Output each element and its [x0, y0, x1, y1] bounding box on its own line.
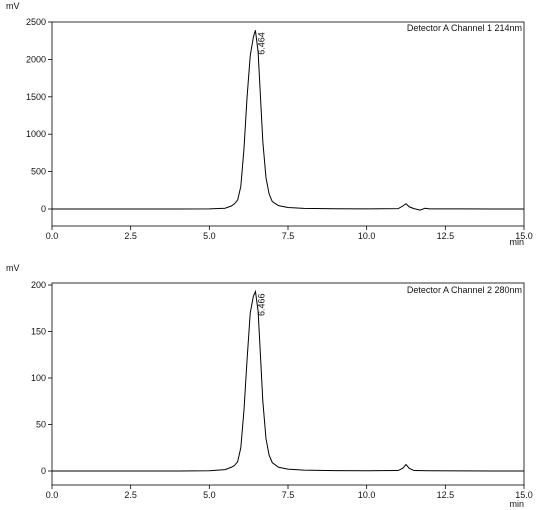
y-axis-unit-label: mV [6, 1, 20, 11]
chromatogram-trace [52, 289, 524, 472]
y-tick-label: 2500 [26, 17, 46, 27]
x-axis-unit-label: min [509, 237, 524, 247]
x-tick-label: 10.0 [358, 231, 376, 241]
x-tick-label: 5.0 [203, 490, 216, 500]
plot-frame [51, 21, 525, 227]
chromatogram-panel-214nm: mV min Detector A Channel 1 214nm 0 500 10… [6, 1, 533, 247]
x-tick-label: 12.5 [437, 490, 455, 500]
x-tick-label: 2.5 [124, 490, 137, 500]
x-axis-unit-label: min [509, 499, 524, 509]
plot-frame [51, 282, 525, 486]
x-tick-label: 0.0 [46, 490, 59, 500]
x-tick-label: 15.0 [515, 490, 533, 500]
x-tick-label: 12.5 [437, 231, 455, 241]
y-axis-ticks: 0 500 1000 1500 2000 2500 [26, 17, 52, 214]
y-tick-label: 0 [41, 204, 46, 214]
y-tick-label: 200 [31, 280, 46, 290]
y-tick-label: 100 [31, 373, 46, 383]
peak-retention-label: 6.466 [257, 294, 267, 317]
x-tick-label: 7.5 [282, 231, 295, 241]
legend-label: Detector A Channel 1 214nm [407, 23, 522, 33]
chromatogram-panel-280nm: mV min Detector A Channel 2 280nm 0 50 100… [6, 263, 533, 509]
x-tick-label: 15.0 [515, 231, 533, 241]
y-tick-label: 2000 [26, 54, 46, 64]
x-axis-ticks: 0.0 2.5 5.0 7.5 10.0 12.5 15.0 [46, 226, 533, 241]
y-tick-label: 150 [31, 327, 46, 337]
y-axis-ticks: 0 50 100 150 200 [31, 280, 52, 476]
legend-label: Detector A Channel 2 280nm [407, 285, 522, 295]
x-tick-label: 7.5 [282, 490, 295, 500]
peak-retention-label: 6.464 [256, 32, 266, 55]
y-tick-label: 500 [31, 167, 46, 177]
chromatogram-trace [52, 30, 524, 211]
y-tick-label: 1000 [26, 129, 46, 139]
x-tick-label: 10.0 [358, 490, 376, 500]
y-axis-unit-label: mV [6, 263, 20, 273]
x-tick-label: 0.0 [46, 231, 59, 241]
x-axis-ticks: 0.0 2.5 5.0 7.5 10.0 12.5 15.0 [46, 485, 533, 500]
x-tick-label: 2.5 [124, 231, 137, 241]
x-tick-label: 5.0 [203, 231, 216, 241]
y-tick-label: 1500 [26, 92, 46, 102]
y-tick-label: 0 [41, 466, 46, 476]
y-tick-label: 50 [36, 420, 46, 430]
